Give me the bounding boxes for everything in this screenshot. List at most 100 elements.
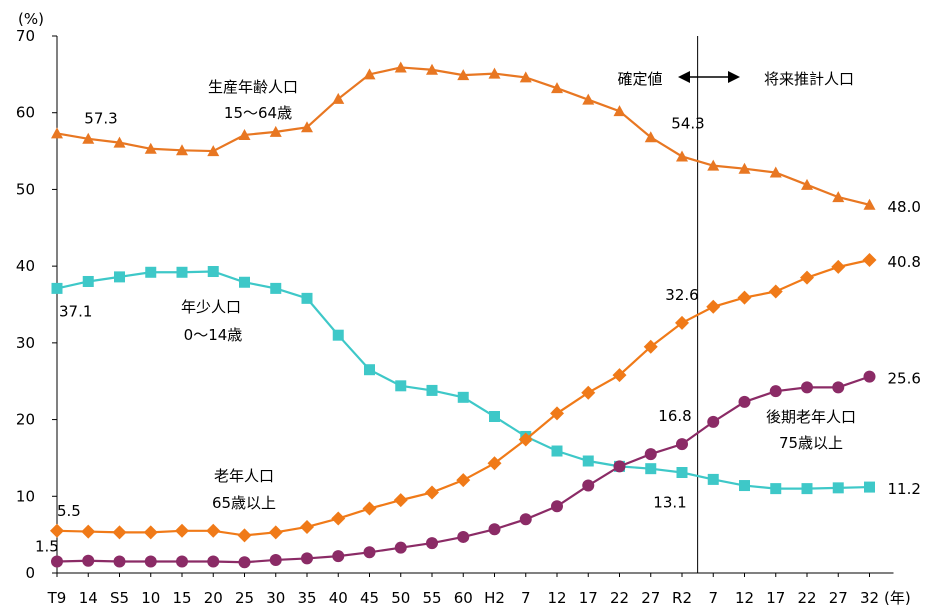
working-point: [113, 136, 126, 148]
young-point: [739, 480, 750, 492]
elderly-point: [300, 519, 314, 534]
x-tick-label: 17: [579, 589, 598, 607]
young-point: [51, 282, 63, 294]
young-point: [770, 483, 782, 495]
elderly-point: [237, 528, 252, 543]
working-point: [488, 67, 501, 79]
late-elderly-point: [676, 438, 688, 451]
y-unit-label: (%): [18, 10, 44, 28]
data-label: 25.6: [888, 370, 921, 388]
elderly-point: [487, 456, 502, 471]
late-elderly-point: [363, 546, 376, 559]
young-point: [832, 482, 844, 494]
young-point: [551, 445, 563, 457]
x-tick-label: 12: [735, 589, 754, 607]
elderly-point: [737, 290, 752, 305]
working-point: [832, 191, 845, 203]
late-elderly-series-name: 後期老年人口: [766, 408, 856, 426]
data-label: 48.0: [888, 198, 921, 216]
y-tick-label: 60: [16, 104, 35, 122]
working-line: [56, 66, 870, 206]
young-point: [801, 483, 813, 495]
elderly-point: [518, 432, 533, 447]
young-line: [56, 270, 870, 490]
elderly-point: [393, 493, 408, 508]
x-tick-label: 22: [610, 589, 629, 607]
elderly-point: [425, 485, 439, 500]
y-tick-label: 40: [16, 257, 35, 275]
data-label: 57.3: [84, 109, 117, 127]
young-point: [582, 455, 594, 467]
working-point: [582, 93, 595, 105]
late-elderly-point: [176, 555, 188, 568]
young-point: [176, 266, 188, 278]
elderly-point: [800, 270, 814, 285]
young-point: [489, 411, 500, 423]
elderly-point: [112, 525, 127, 540]
late-elderly-point: [301, 552, 313, 565]
working-point: [863, 198, 876, 210]
elderly-point: [50, 523, 64, 538]
y-tick-label: 0: [25, 564, 35, 582]
x-tick-label: 7: [708, 589, 718, 607]
late-elderly-point: [769, 385, 782, 398]
young-point: [207, 266, 219, 278]
axes: [56, 36, 894, 574]
x-tick-label: 7: [521, 589, 531, 607]
x-tick-label: 55: [422, 589, 441, 607]
late-elderly-point: [426, 537, 438, 550]
young-series: [51, 266, 875, 495]
y-tick-label: 30: [16, 334, 35, 352]
working-point: [144, 142, 157, 154]
young-point: [301, 292, 313, 304]
x-tick-label: 40: [329, 589, 348, 607]
young-point: [270, 282, 282, 294]
x-tick-label: 27: [829, 589, 848, 607]
young-point: [676, 467, 688, 479]
x-tick-label: 27: [641, 589, 660, 607]
young-point: [239, 276, 250, 288]
working-point: [738, 162, 751, 174]
elderly-series-range: 65歳以上: [212, 494, 276, 512]
elderly-point: [143, 525, 158, 540]
young-point: [457, 391, 469, 403]
x-tick-label: 35: [297, 589, 316, 607]
elderly-point: [675, 315, 689, 330]
late-elderly-point: [144, 555, 157, 568]
late-elderly-point: [863, 370, 876, 383]
working-point: [519, 71, 532, 83]
x-tick-label: 15: [172, 589, 191, 607]
working-point: [801, 178, 813, 190]
data-label: 32.6: [665, 286, 698, 304]
elderly-point: [331, 511, 346, 526]
x-tick-label: H2: [484, 589, 505, 607]
working-point: [707, 159, 720, 171]
working-point: [301, 121, 313, 133]
working-series-name: 生産年齢人口: [208, 78, 298, 96]
late-elderly-point: [488, 523, 501, 536]
elderly-point: [581, 385, 596, 400]
data-label: 40.8: [888, 253, 921, 271]
working-point: [457, 69, 470, 81]
late-elderly-series-range: 75歳以上: [779, 434, 843, 452]
elderly-point: [706, 299, 721, 314]
x-unit-label: (年): [884, 589, 911, 607]
late-elderly-point: [707, 415, 720, 428]
double-arrow: [678, 71, 740, 83]
working-series-range: 15～64歳: [224, 104, 292, 122]
young-point: [332, 329, 344, 341]
late-elderly-point: [519, 513, 532, 526]
working-point: [238, 128, 251, 140]
working-point: [676, 150, 688, 162]
young-point: [364, 364, 375, 376]
x-tick-label: 30: [266, 589, 285, 607]
working-series: [51, 61, 876, 210]
working-point: [644, 131, 657, 143]
x-tick-label: 32: [860, 589, 879, 607]
working-point: [51, 127, 63, 139]
x-tick-label: 45: [360, 589, 379, 607]
data-label: 37.1: [59, 302, 92, 320]
young-series-range: 0～14歳: [184, 326, 243, 344]
x-tick-label: R2: [672, 589, 692, 607]
